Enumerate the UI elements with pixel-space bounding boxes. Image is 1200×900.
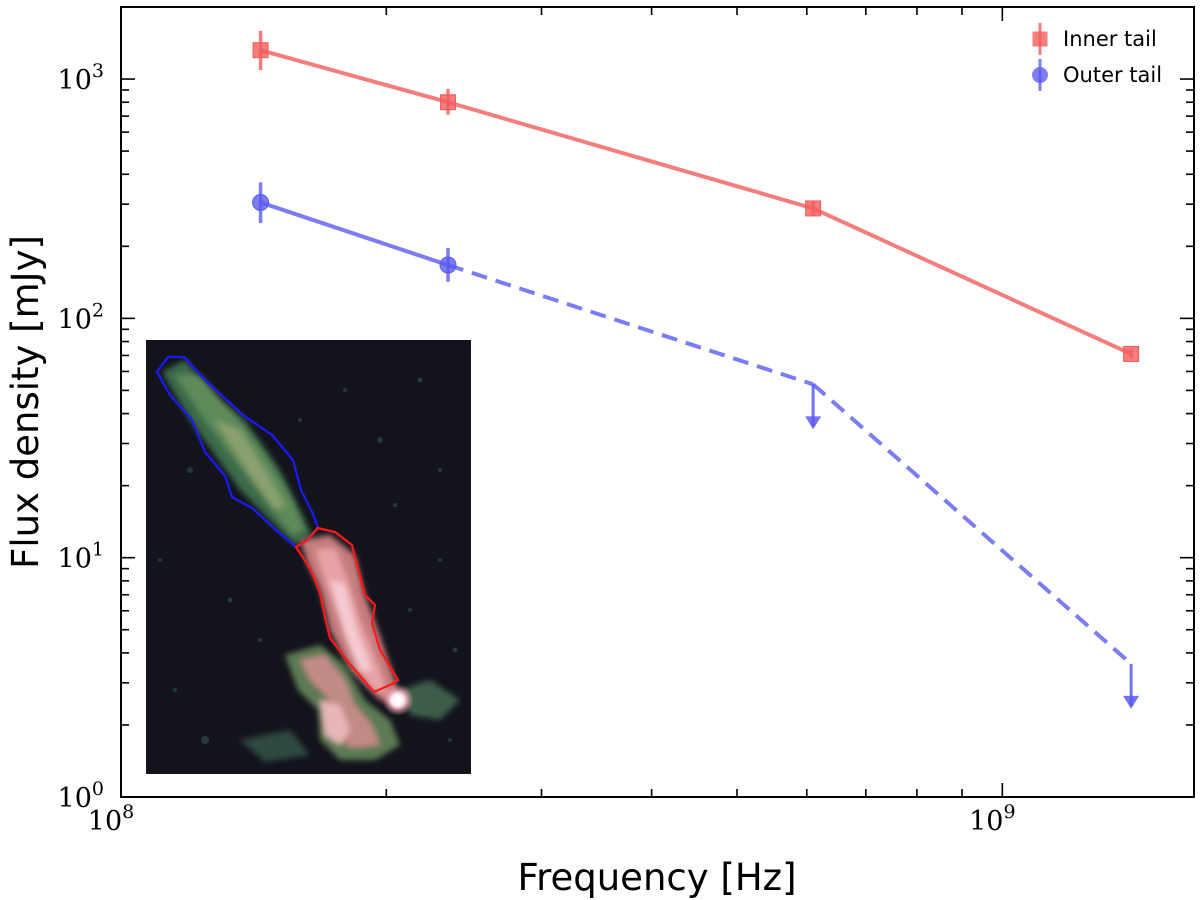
series-line-segment <box>447 100 814 211</box>
x-tick-label-base: 10 <box>88 806 122 837</box>
inner-tail-region-outline <box>294 526 400 694</box>
y-tick-label: 103 <box>58 60 104 96</box>
inset-radio-image <box>146 340 471 774</box>
x-tick-label-exponent: 8 <box>122 801 134 823</box>
legend-marker-square <box>1032 31 1048 47</box>
data-point-circle <box>439 256 457 274</box>
y-tick-label-exponent: 0 <box>92 778 104 800</box>
y-tick-label-base: 10 <box>58 65 92 96</box>
data-point-square <box>440 94 457 111</box>
y-tick-label-base: 10 <box>58 544 92 575</box>
x-tick-label-exponent: 9 <box>1003 801 1015 823</box>
lower-lobe-emission <box>240 645 460 762</box>
data-point-square <box>252 42 269 59</box>
series-line-segment <box>812 206 1132 356</box>
y-tick-label-exponent: 3 <box>92 60 104 82</box>
legend: Inner tail Outer tail <box>1032 23 1162 91</box>
series-line-segment <box>260 48 449 105</box>
series-layer <box>252 30 1140 709</box>
y-tick-label-base: 10 <box>58 304 92 335</box>
series-line-segment <box>259 200 449 267</box>
legend-label: Outer tail <box>1063 63 1162 87</box>
upper-limit-arrow-head <box>805 416 822 430</box>
y-tick-label-exponent: 2 <box>92 299 104 321</box>
series-line-segment <box>447 263 814 387</box>
data-point-square <box>805 200 822 217</box>
data-point-square <box>1123 345 1140 362</box>
plot-area-frame <box>120 6 1195 798</box>
x-tick-label: 109 <box>969 801 1015 837</box>
data-point-circle <box>252 193 270 211</box>
x-tick-label: 108 <box>88 801 134 837</box>
x-axis-label: Frequency [Hz] <box>517 856 796 899</box>
y-tick-label-exponent: 1 <box>92 539 104 561</box>
y-tick-label: 101 <box>58 539 104 575</box>
inner-tail-emission <box>300 535 400 705</box>
series-line-segment <box>811 382 1133 666</box>
y-tick-label: 102 <box>58 299 104 335</box>
y-tick-label-base: 10 <box>58 783 92 814</box>
upper-limit-arrow-head <box>1123 695 1140 709</box>
x-tick-label-base: 10 <box>969 806 1003 837</box>
legend-marker-circle <box>1032 67 1048 83</box>
outer-tail-emission <box>162 360 312 545</box>
y-axis-label: Flux density [mJy] <box>4 235 47 569</box>
y-tick-label: 100 <box>58 778 104 814</box>
core-center <box>391 694 403 706</box>
inset-noise <box>158 377 458 744</box>
legend-label: Inner tail <box>1063 27 1157 51</box>
